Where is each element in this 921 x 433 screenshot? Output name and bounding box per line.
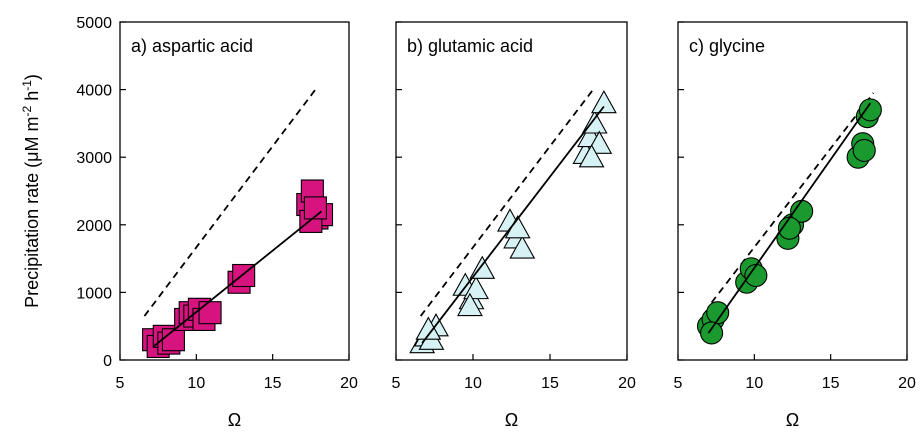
panels: 5 10 15 20 0 1000 2000 3000 4000 5000 a) aspartic …: [76, 15, 916, 430]
x-axis-label: Ω: [228, 410, 241, 430]
data-point: [303, 196, 327, 220]
data-point: [858, 98, 882, 122]
x-tick-label: 15: [822, 375, 840, 392]
panel-title: c) glycine: [689, 36, 765, 56]
panel-3: 5 10 15 20 c) glycine Ω: [674, 21, 916, 430]
x-tick-label: 10: [745, 375, 763, 392]
x-tick-label: 5: [392, 375, 401, 392]
reference-line: [710, 92, 875, 304]
y-tick-label: 4000: [76, 83, 112, 100]
panel-title: b) glutamic acid: [407, 36, 533, 56]
x-tick-label: 20: [898, 375, 916, 392]
data-point: [198, 301, 222, 325]
y-axis-label-text: Precipitation rate (μM m-2 h-1): [20, 74, 42, 308]
data-points: [696, 98, 882, 345]
data-point: [161, 328, 185, 352]
data-point: [578, 144, 605, 168]
data-points: [142, 179, 334, 359]
panel-2: 5 10 15 20 b) glutamic acid Ω: [392, 21, 636, 430]
fit-line: [421, 105, 605, 344]
y-tick-label: 2000: [76, 218, 112, 235]
y-tick-label: 0: [103, 353, 112, 370]
y-tick-label: 5000: [76, 15, 112, 32]
y-tick-label: 3000: [76, 150, 112, 167]
data-point: [509, 235, 536, 259]
x-tick-label: 5: [116, 375, 125, 392]
data-point: [590, 89, 617, 114]
y-tick-label: 1000: [76, 285, 112, 302]
x-tick-label: 20: [618, 375, 636, 392]
data-point: [456, 292, 483, 317]
data-point: [700, 321, 724, 345]
x-axis-label: Ω: [786, 410, 799, 430]
fit-line: [153, 210, 323, 348]
x-tick-label: 15: [541, 375, 559, 392]
reference-line: [419, 89, 594, 317]
x-tick-label: 10: [187, 375, 205, 392]
data-point: [852, 138, 876, 162]
y-axis-label: Precipitation rate (μM m-2 h-1): [20, 74, 42, 308]
plot-frame: [677, 21, 908, 361]
x-tick-label: 5: [674, 375, 683, 392]
x-tick-label: 15: [264, 375, 282, 392]
x-tick-label: 10: [464, 375, 482, 392]
x-axis-label: Ω: [505, 410, 518, 430]
plot-frame: [119, 21, 350, 361]
plot-frame: [395, 21, 628, 361]
panel-title: a) aspartic acid: [131, 36, 253, 56]
panel-1: 5 10 15 20 0 1000 2000 3000 4000 5000 a) aspartic …: [76, 15, 358, 430]
x-tick-label: 20: [340, 375, 358, 392]
fit-line: [707, 102, 872, 334]
